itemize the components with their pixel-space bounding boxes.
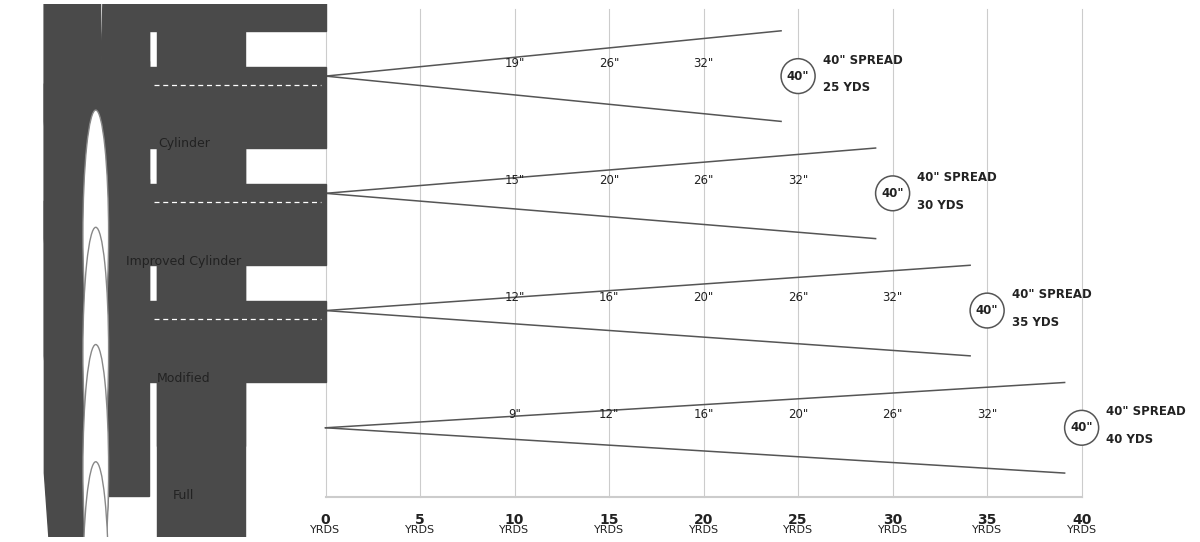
Ellipse shape (876, 176, 910, 211)
Text: 25 YDS: 25 YDS (823, 81, 870, 94)
Text: 25: 25 (788, 513, 808, 527)
Polygon shape (157, 31, 245, 212)
Text: 20": 20" (599, 174, 619, 187)
Polygon shape (149, 301, 325, 383)
Polygon shape (149, 184, 325, 265)
Text: 26": 26" (788, 291, 809, 304)
Text: YRDS: YRDS (784, 525, 814, 535)
Text: 40: 40 (1072, 513, 1091, 527)
Polygon shape (109, 0, 149, 144)
Polygon shape (109, 0, 149, 261)
Polygon shape (68, 179, 109, 542)
Polygon shape (109, 61, 149, 378)
Text: 16": 16" (599, 291, 619, 304)
Text: 40" SPREAD: 40" SPREAD (917, 171, 997, 184)
Text: 15: 15 (599, 513, 619, 527)
Text: YRDS: YRDS (499, 525, 529, 535)
Polygon shape (44, 179, 101, 542)
Ellipse shape (83, 227, 109, 476)
Ellipse shape (83, 462, 109, 542)
Text: 20": 20" (694, 291, 714, 304)
Text: 32": 32" (977, 408, 997, 421)
Polygon shape (157, 265, 245, 447)
Text: Cylinder: Cylinder (158, 137, 210, 150)
Text: 32": 32" (788, 174, 809, 187)
Text: 40": 40" (976, 304, 998, 317)
Text: 19": 19" (504, 57, 524, 70)
Polygon shape (149, 67, 325, 148)
Text: 26": 26" (599, 57, 619, 70)
Text: 12": 12" (599, 408, 619, 421)
Text: 5: 5 (415, 513, 425, 527)
Ellipse shape (83, 110, 109, 359)
Text: 10: 10 (505, 513, 524, 527)
Text: 9": 9" (508, 408, 521, 421)
Polygon shape (109, 179, 149, 496)
Text: 40": 40" (787, 69, 809, 82)
Text: YRDS: YRDS (594, 525, 624, 535)
Polygon shape (149, 0, 325, 31)
Text: 35: 35 (978, 513, 997, 527)
Text: 0: 0 (320, 513, 330, 527)
Text: 40 YDS: 40 YDS (1106, 433, 1153, 446)
Text: 35 YDS: 35 YDS (1012, 316, 1058, 329)
Text: 40" SPREAD: 40" SPREAD (1106, 405, 1186, 418)
Text: YRDS: YRDS (689, 525, 719, 535)
Text: Improved Cylinder: Improved Cylinder (126, 255, 241, 268)
Text: 40": 40" (1070, 421, 1093, 434)
Text: Modified: Modified (157, 372, 210, 385)
Polygon shape (68, 0, 109, 483)
Text: Full: Full (173, 489, 194, 502)
Polygon shape (68, 61, 109, 542)
Text: YRDS: YRDS (972, 525, 1002, 535)
Text: YRDS: YRDS (311, 525, 341, 535)
Text: 12": 12" (504, 291, 524, 304)
Text: 40" SPREAD: 40" SPREAD (823, 54, 902, 67)
Polygon shape (157, 383, 245, 542)
Text: YRDS: YRDS (877, 525, 907, 535)
Text: 20: 20 (694, 513, 713, 527)
Ellipse shape (970, 293, 1004, 328)
Polygon shape (157, 148, 245, 329)
Ellipse shape (781, 59, 815, 94)
Text: 32": 32" (694, 57, 714, 70)
Ellipse shape (1064, 410, 1099, 445)
Text: 30 YDS: 30 YDS (917, 199, 964, 212)
Polygon shape (44, 61, 101, 469)
Text: 40" SPREAD: 40" SPREAD (1012, 288, 1092, 301)
Text: 40": 40" (881, 187, 904, 200)
Text: 20": 20" (788, 408, 809, 421)
Polygon shape (68, 0, 109, 542)
Ellipse shape (83, 345, 109, 542)
Text: 15": 15" (504, 174, 524, 187)
Text: 26": 26" (882, 408, 902, 421)
Text: YRDS: YRDS (404, 525, 436, 535)
Text: YRDS: YRDS (1067, 525, 1097, 535)
Text: 26": 26" (694, 174, 714, 187)
Text: 30: 30 (883, 513, 902, 527)
Polygon shape (44, 0, 101, 352)
Text: 32": 32" (882, 291, 902, 304)
Polygon shape (44, 0, 101, 235)
Text: 16": 16" (694, 408, 714, 421)
